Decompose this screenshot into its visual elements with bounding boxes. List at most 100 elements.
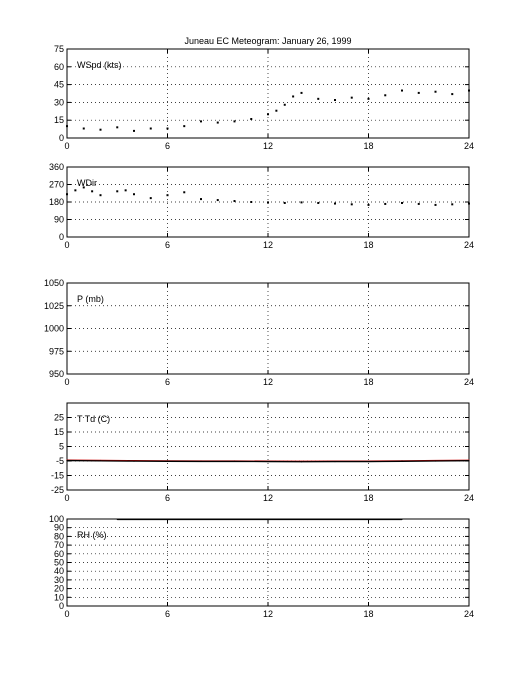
- panel-label: RH (%): [77, 530, 107, 540]
- data-point: [66, 193, 68, 196]
- x-tick-label: 6: [165, 609, 170, 619]
- x-tick-label: 24: [464, 141, 474, 151]
- y-tick-label: 25: [54, 413, 64, 423]
- data-point: [401, 460, 403, 462]
- data-point: [99, 128, 102, 131]
- data-point: [401, 201, 403, 204]
- data-point: [166, 194, 169, 197]
- data-point: [367, 460, 370, 463]
- data-point: [200, 460, 202, 463]
- data-point: [367, 518, 370, 521]
- data-point: [99, 194, 102, 197]
- x-tick-label: 6: [165, 493, 170, 503]
- data-point: [116, 518, 118, 521]
- data-point: [217, 518, 219, 521]
- data-point: [183, 125, 186, 128]
- y-tick-label: 360: [49, 162, 64, 172]
- data-point: [434, 203, 437, 206]
- data-point: [200, 120, 202, 123]
- data-point: [166, 127, 169, 130]
- x-tick-label: 12: [263, 493, 273, 503]
- data-point: [116, 126, 119, 129]
- data-point: [166, 518, 169, 521]
- data-point: [233, 120, 236, 123]
- y-tick-label: 180: [49, 197, 64, 207]
- y-tick-label: -15: [51, 471, 64, 481]
- data-point: [292, 95, 295, 98]
- x-tick-label: 0: [64, 609, 69, 619]
- panel-label: P (mb): [77, 294, 104, 304]
- data-point: [401, 89, 403, 92]
- x-tick-label: 18: [363, 377, 373, 387]
- data-point: [468, 202, 470, 205]
- data-point: [468, 460, 470, 462]
- data-point: [417, 202, 420, 205]
- x-tick-label: 6: [165, 377, 170, 387]
- y-tick-label: 1025: [44, 301, 64, 311]
- y-tick-label: 0: [59, 133, 64, 143]
- data-point: [66, 125, 68, 128]
- data-point: [124, 189, 127, 192]
- x-tick-label: 18: [363, 493, 373, 503]
- data-point: [300, 91, 303, 94]
- data-point: [183, 191, 186, 194]
- y-tick-label: 45: [54, 80, 64, 90]
- data-point: [350, 96, 353, 99]
- data-point: [250, 201, 253, 203]
- panel-label: WDir: [77, 178, 97, 188]
- data-point: [283, 103, 286, 106]
- x-tick-label: 0: [64, 377, 69, 387]
- y-tick-label: 0: [59, 601, 64, 611]
- data-point: [267, 518, 269, 521]
- data-point: [233, 200, 236, 203]
- data-point: [468, 89, 470, 92]
- panel-1: 0 6 12 18 24 0 15 30 45 60 75 WSpd (kts): [54, 44, 474, 151]
- y-tick-label: 20: [54, 584, 64, 594]
- y-tick-label: 1000: [44, 324, 64, 334]
- data-point: [434, 460, 437, 462]
- x-tick-label: 12: [263, 141, 273, 151]
- y-tick-label: 90: [54, 523, 64, 533]
- panel-label: WSpd (kts): [77, 60, 122, 70]
- x-tick-label: 0: [64, 240, 69, 250]
- data-point: [133, 129, 135, 132]
- data-point: [417, 91, 420, 94]
- y-tick-label: 100: [49, 514, 64, 524]
- data-point: [317, 97, 320, 100]
- x-tick-label: 24: [464, 377, 474, 387]
- data-point: [74, 189, 77, 192]
- y-tick-label: 90: [54, 215, 64, 225]
- data-point: [82, 127, 85, 130]
- y-tick-label: 40: [54, 566, 64, 576]
- y-tick-label: 15: [54, 115, 64, 125]
- data-point: [82, 186, 85, 189]
- y-tick-label: 30: [54, 575, 64, 585]
- x-tick-label: 12: [263, 377, 273, 387]
- y-tick-label: 950: [49, 369, 64, 379]
- y-tick-label: 15: [54, 427, 64, 437]
- y-tick-label: 5: [59, 442, 64, 452]
- data-point: [116, 190, 119, 193]
- y-tick-label: -25: [51, 485, 64, 495]
- x-tick-label: 12: [263, 240, 273, 250]
- x-tick-label: 6: [165, 240, 170, 250]
- data-point: [451, 93, 454, 96]
- x-tick-label: 12: [263, 609, 273, 619]
- data-point: [200, 198, 202, 201]
- y-tick-label: 75: [54, 44, 64, 54]
- x-tick-label: 18: [363, 240, 373, 250]
- x-tick-label: 6: [165, 141, 170, 151]
- y-tick-label: 80: [54, 531, 64, 541]
- data-point: [216, 199, 219, 202]
- panel-3: 0 6 12 18 24 950 975 1000 1025 1050 P (mb): [44, 278, 474, 387]
- data-point: [334, 99, 336, 102]
- data-point: [384, 202, 387, 205]
- y-tick-label: 975: [49, 346, 64, 356]
- data-point: [133, 460, 135, 462]
- data-point: [267, 113, 269, 116]
- x-tick-label: 24: [464, 493, 474, 503]
- data-point: [66, 459, 68, 462]
